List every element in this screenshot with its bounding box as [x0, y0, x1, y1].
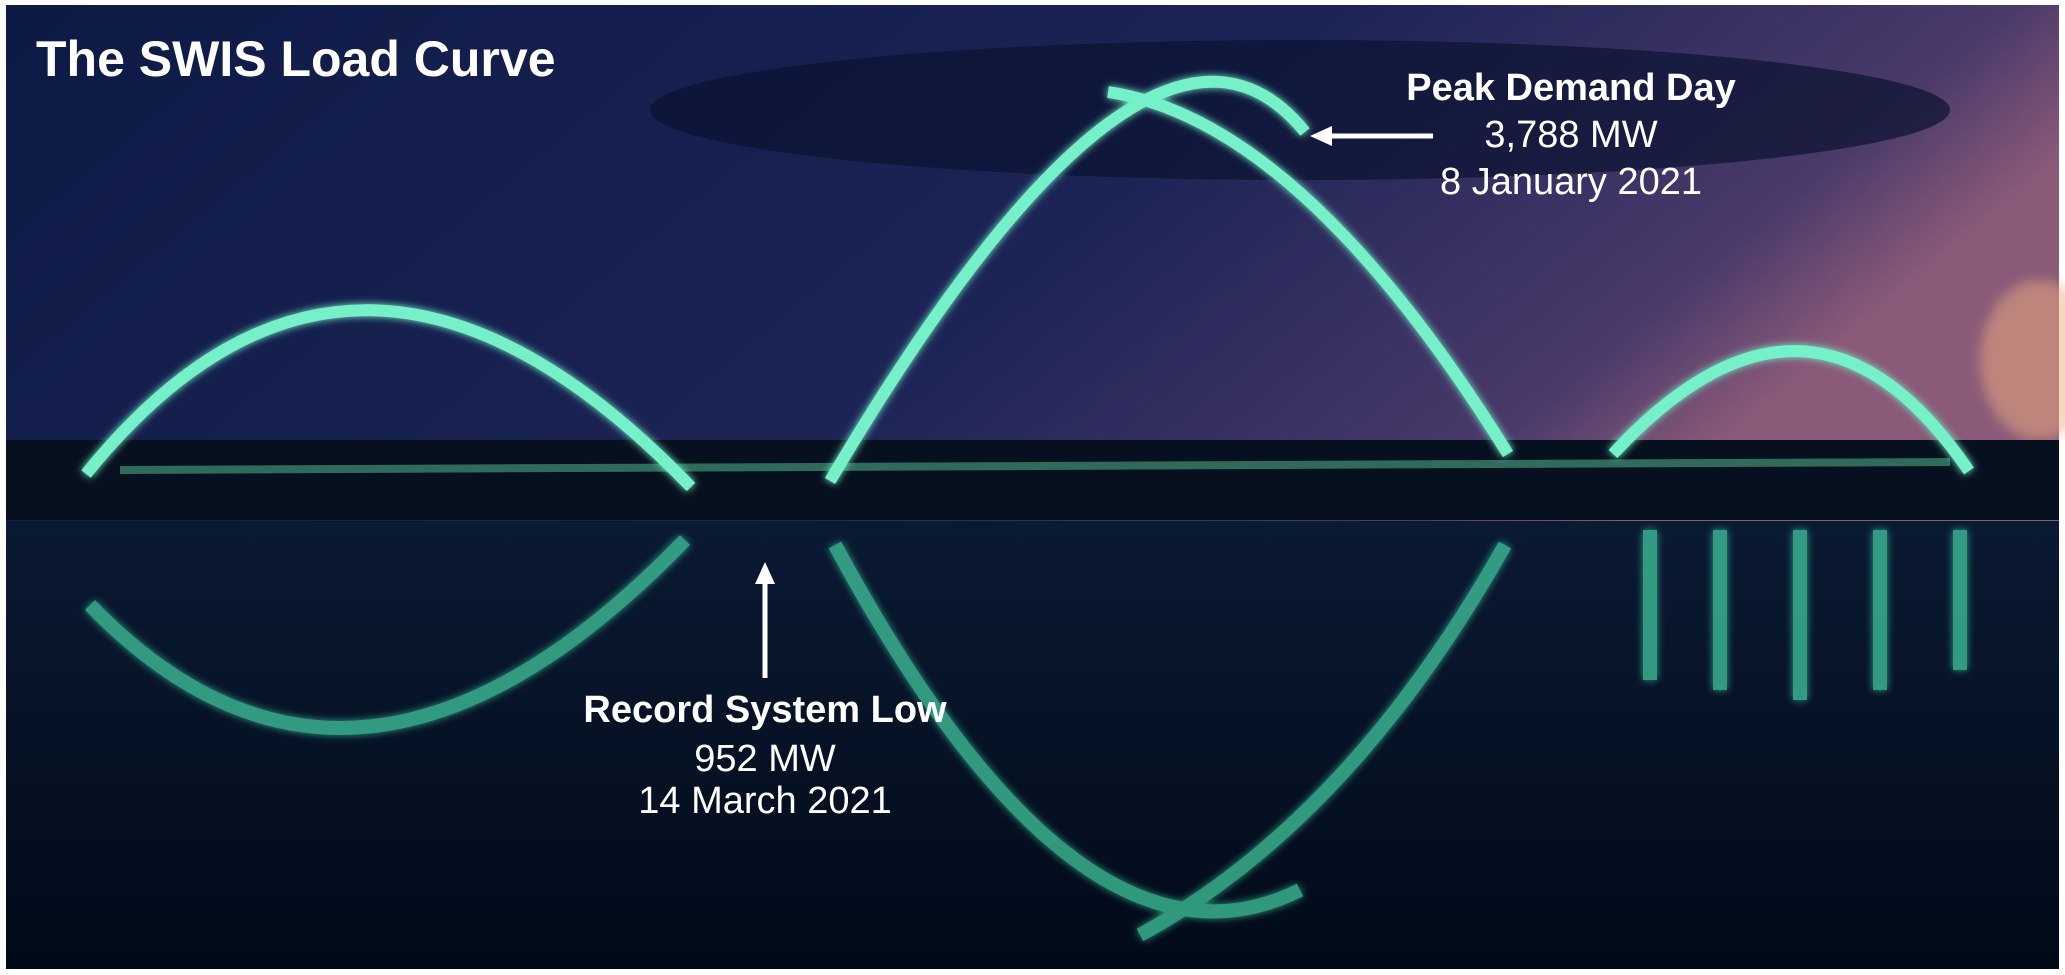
low-date: 14 March 2021: [638, 780, 892, 822]
water: [6, 521, 2059, 969]
shore: [6, 440, 2059, 520]
low-value: 952 MW: [694, 738, 836, 780]
peak-label: Peak Demand Day: [1406, 67, 1736, 109]
cloud: [650, 40, 1950, 180]
scene: The SWIS Load Curve Peak Demand Day 3,78…: [0, 0, 2065, 975]
low-label: Record System Low: [583, 689, 947, 731]
peak-value: 3,788 MW: [1484, 114, 1657, 156]
title: The SWIS Load Curve: [36, 31, 556, 87]
peak-date: 8 January 2021: [1440, 161, 1702, 203]
